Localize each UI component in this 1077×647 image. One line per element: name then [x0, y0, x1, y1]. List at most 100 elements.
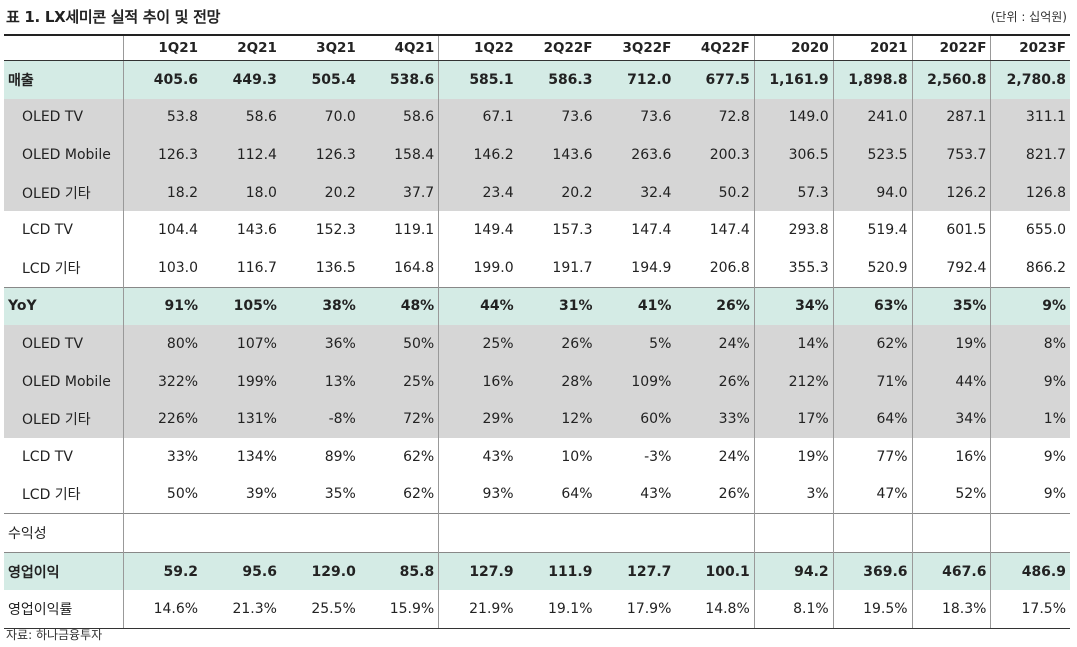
table-cell: 866.2	[990, 248, 1070, 288]
table-cell: 147.4	[596, 211, 676, 249]
table-cell: 585.1	[438, 59, 518, 99]
table-cell	[990, 513, 1070, 553]
table-title: 표 1. LX세미콘 실적 추이 및 전망	[6, 8, 221, 26]
table-row: OLED 기타 18.2 18.0 20.2 37.7 23.4 20.2 32.4 50.2 5…	[4, 173, 1070, 212]
table-cell: 29%	[438, 400, 518, 438]
table-cell: 19%	[911, 325, 991, 363]
table-cell: 89%	[280, 437, 360, 476]
table-cell: 3%	[753, 475, 834, 514]
table-cell: 12%	[517, 400, 597, 438]
table-cell: 52%	[911, 475, 991, 514]
row-label: OLED Mobile	[4, 136, 124, 174]
table-cell: 519.4	[832, 211, 913, 249]
column-header: 1Q21	[122, 34, 203, 61]
table-cell: 26%	[675, 362, 755, 401]
column-header: 2023F	[990, 34, 1070, 61]
table-cell: -8%	[280, 400, 360, 438]
table-cell: 63%	[832, 286, 913, 326]
column-header-row: 1Q21 2Q21 3Q21 4Q21 1Q22 2Q22F 3Q22F 4Q2…	[4, 34, 1070, 61]
table-cell	[359, 513, 439, 553]
table-cell: 753.7	[911, 136, 991, 174]
table-cell: 20.2	[517, 173, 597, 212]
table-cell: 226%	[122, 400, 203, 438]
table-cell: 73.6	[596, 98, 676, 137]
table-cell: 48%	[359, 286, 439, 326]
earnings-table: 1Q21 2Q21 3Q21 4Q21 1Q22 2Q22F 3Q22F 4Q2…	[4, 34, 1070, 629]
table-cell: 24%	[675, 325, 755, 363]
table-cell: 112.4	[202, 136, 281, 174]
table-cell: 25.5%	[280, 590, 360, 629]
table-cell: 93%	[438, 475, 518, 514]
table-cell: 37.7	[359, 173, 439, 212]
row-label: LCD TV	[4, 437, 124, 476]
table-cell: 14%	[753, 325, 834, 363]
table-cell: 263.6	[596, 136, 676, 174]
table-cell: 126.2	[911, 173, 991, 212]
table-cell: 18.2	[122, 173, 203, 212]
table-cell: 10%	[517, 437, 597, 476]
table-row: 영업이익률 14.6% 21.3% 25.5% 15.9% 21.9% 19.1% 17.9%…	[4, 590, 1070, 629]
table-cell: 94.2	[753, 551, 834, 591]
table-cell	[832, 513, 913, 553]
table-row: OLED Mobile 322% 199% 13% 25% 16% 28% 109% 26% 21…	[4, 362, 1070, 401]
table-cell: 100.1	[675, 551, 755, 591]
column-header: 1Q22	[438, 34, 518, 61]
table-row: OLED 기타 226% 131% -8% 72% 29% 12% 60% 33% 17% 64% 3…	[4, 400, 1070, 438]
table-cell: 149.4	[438, 211, 518, 249]
table-cell: 152.3	[280, 211, 360, 249]
table-cell: 199%	[202, 362, 281, 401]
table-cell: 18.0	[202, 173, 281, 212]
table-cell: 105%	[202, 286, 281, 326]
table-row: 매출 405.6 449.3 505.4 538.6 585.1 586.3 712.0 677…	[4, 59, 1070, 99]
unit-label: (단위 : 십억원)	[990, 10, 1067, 24]
column-header: 3Q22F	[596, 34, 676, 61]
table-cell: 127.9	[438, 551, 518, 591]
row-label: LCD 기타	[4, 248, 124, 288]
table-cell: 306.5	[753, 136, 834, 174]
table-cell: 199.0	[438, 248, 518, 288]
table-row: OLED Mobile 126.3 112.4 126.3 158.4 146.2 143.…	[4, 136, 1070, 174]
row-label: YoY	[4, 286, 124, 326]
table-cell: 64%	[832, 400, 913, 438]
table-cell: 50%	[122, 475, 203, 514]
table-cell: 14.8%	[675, 590, 755, 629]
table-cell: 17.9%	[596, 590, 676, 629]
table-cell: 191.7	[517, 248, 597, 288]
column-header: 2021	[832, 34, 913, 61]
table-cell: 104.4	[122, 211, 203, 249]
table-cell: 80%	[122, 325, 203, 363]
table-cell	[122, 513, 203, 553]
source-note: 자료: 하나금융투자	[6, 628, 103, 642]
row-label: OLED TV	[4, 325, 124, 363]
table-cell: 58.6	[359, 98, 439, 137]
table-cell: 103.0	[122, 248, 203, 288]
row-label: OLED TV	[4, 98, 124, 137]
table-cell: 57.3	[753, 173, 834, 212]
table-cell: 26%	[675, 286, 755, 326]
table-cell	[911, 513, 991, 553]
table-cell: 157.3	[517, 211, 597, 249]
table-cell: 19.1%	[517, 590, 597, 629]
table-cell: 34%	[753, 286, 834, 326]
table-cell: 59.2	[122, 551, 203, 591]
table-cell: 149.0	[753, 98, 834, 137]
table-cell: 586.3	[517, 59, 597, 99]
table-cell: 38%	[280, 286, 360, 326]
table-cell: 53.8	[122, 98, 203, 137]
table-cell	[753, 513, 834, 553]
row-label: LCD TV	[4, 211, 124, 249]
table-cell: 21.9%	[438, 590, 518, 629]
table-row: YoY 91% 105% 38% 48% 44% 31% 41% 26% 34% 63% 35% 9%	[4, 286, 1070, 326]
table-cell: -3%	[596, 437, 676, 476]
table-cell: 9%	[990, 286, 1070, 326]
table-cell: 43%	[596, 475, 676, 514]
table-cell: 136.5	[280, 248, 360, 288]
table-cell: 126.8	[990, 173, 1070, 212]
table-cell: 67.1	[438, 98, 518, 137]
table-cell: 9%	[990, 475, 1070, 514]
table-cell: 62%	[359, 437, 439, 476]
table-body: 매출 405.6 449.3 505.4 538.6 585.1 586.3 712.0 677…	[4, 59, 1070, 629]
table-cell: 18.3%	[911, 590, 991, 629]
table-row: OLED TV 80% 107% 36% 50% 25% 26% 5% 24% 14% 62% 19%…	[4, 325, 1070, 363]
table-cell: 523.5	[832, 136, 913, 174]
